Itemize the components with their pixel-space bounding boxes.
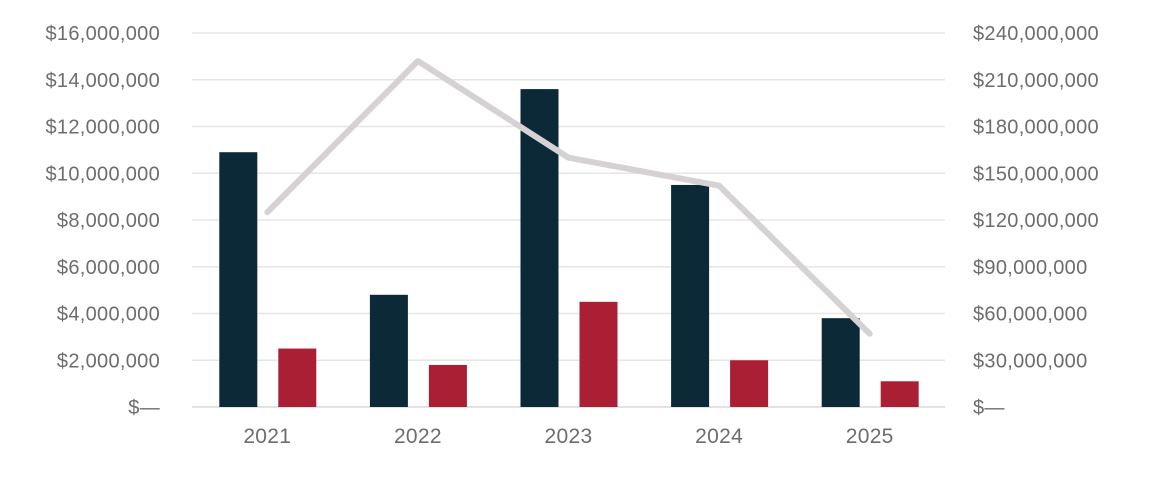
gray-trend-line (264, 58, 873, 337)
right-axis-tick-label: $210,000,000 (973, 70, 1099, 92)
left-axis-tick-label: $8,000,000 (57, 210, 160, 232)
right-axis-tick-label: $60,000,000 (973, 304, 1088, 326)
x-axis-label-2024: 2024 (695, 425, 743, 448)
right-axis-tick-label: $30,000,000 (973, 350, 1088, 372)
dark-navy-bars-2024 (671, 184, 710, 407)
x-axis-label-2023: 2023 (545, 425, 593, 448)
x-axis-label-2025: 2025 (846, 425, 894, 448)
x-axis-label-2022: 2022 (394, 425, 442, 448)
left-axis-tick-label: $10,000,000 (45, 163, 160, 185)
left-axis-tick-label: $— (128, 397, 160, 419)
left-axis-tick-label: $4,000,000 (57, 304, 160, 326)
crimson-bars-2024 (730, 360, 769, 407)
crimson-bars-2023 (579, 301, 618, 407)
right-axis-tick-label: $180,000,000 (973, 117, 1099, 139)
crimson-bars-2022 (428, 364, 467, 407)
left-axis-tick-label: $16,000,000 (45, 23, 160, 45)
crimson-bars-2021 (278, 348, 317, 407)
dark-navy-bars-2022 (369, 294, 408, 407)
crimson-bars-2025 (880, 381, 919, 407)
dark-navy-bars-2021 (219, 152, 258, 407)
left-axis-tick-label: $6,000,000 (57, 257, 160, 279)
right-axis-tick-label: $240,000,000 (973, 23, 1099, 45)
right-axis-tick-label: $150,000,000 (973, 163, 1099, 185)
right-axis-tick-label: $90,000,000 (973, 257, 1088, 279)
left-axis-tick-label: $14,000,000 (45, 70, 160, 92)
right-axis-tick-label: $120,000,000 (973, 210, 1099, 232)
left-axis-tick-label: $2,000,000 (57, 350, 160, 372)
right-axis-tick-label: $— (973, 397, 1005, 419)
dark-navy-bars-2025 (821, 318, 860, 407)
x-axis-label-2021: 2021 (243, 425, 291, 448)
left-axis-tick-label: $12,000,000 (45, 117, 160, 139)
